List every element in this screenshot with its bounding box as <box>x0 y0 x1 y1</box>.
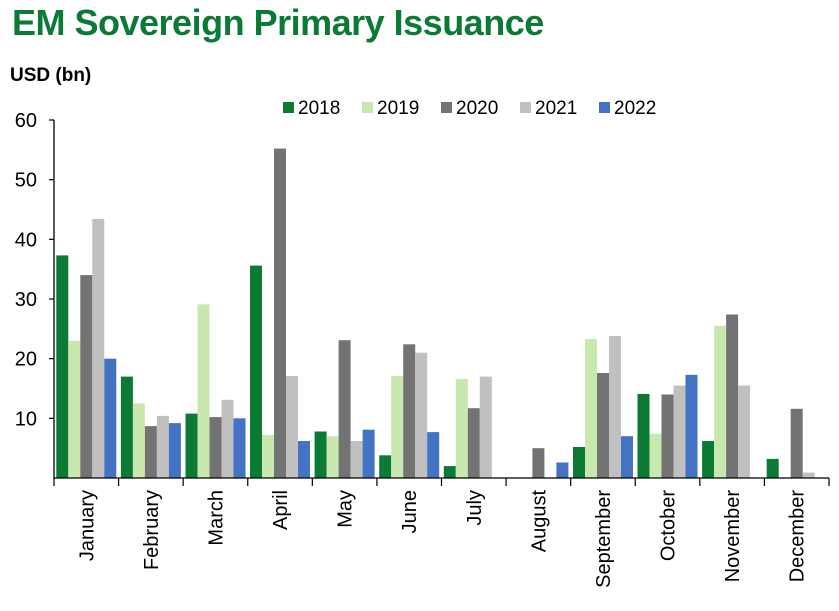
bar-2020-september <box>597 373 609 478</box>
legend: 2018 2019 2020 2021 2022 <box>283 98 656 119</box>
bar-2020-june <box>403 344 416 478</box>
bar-2018-march <box>185 413 198 478</box>
bar-2021-january <box>92 219 105 478</box>
x-tick-label-september: September <box>593 490 615 588</box>
legend-swatch-2022 <box>599 102 610 113</box>
bar-2019-april <box>262 435 274 478</box>
x-tick-label-february: February <box>141 490 163 570</box>
bar-2022-march <box>233 418 246 478</box>
y-tick-label: 60 <box>15 110 37 132</box>
bar-2019-january <box>68 340 81 478</box>
bar-2021-february <box>156 415 169 478</box>
bar-2019-march <box>197 304 210 478</box>
y-tick-label: 50 <box>15 170 37 192</box>
x-tick-label-november: November <box>722 490 744 583</box>
bar-2019-september <box>585 339 597 478</box>
bar-2021-november <box>738 385 751 478</box>
legend-swatch-2020 <box>441 102 452 113</box>
bar-2018-october <box>637 393 650 478</box>
x-tick-label-january: January <box>76 490 98 561</box>
bar-2022-february <box>168 423 181 478</box>
bar-2018-june <box>379 455 392 478</box>
y-tick-label: 40 <box>15 229 37 251</box>
legend-label-2018: 2018 <box>298 98 340 119</box>
bar-2020-october <box>661 394 674 478</box>
legend-label-2020: 2020 <box>456 98 498 119</box>
bar-2020-july <box>467 408 480 478</box>
bar-2021-september <box>609 336 621 478</box>
bar-2018-november <box>702 441 715 478</box>
bar-2021-march <box>221 399 234 478</box>
x-tick-label-july: July <box>464 490 486 526</box>
bar-2019-february <box>132 403 145 478</box>
y-tick-label: 30 <box>15 289 37 311</box>
bar-2021-june <box>415 352 428 478</box>
bar-2020-may <box>338 340 351 478</box>
y-axis-unit-label: USD (bn) <box>10 65 92 86</box>
x-tick-label-june: June <box>399 490 421 533</box>
x-tick-label-march: March <box>205 490 227 546</box>
legend-swatch-2021 <box>520 102 531 113</box>
y-tick-label: 10 <box>15 408 37 430</box>
bar-2020-march <box>209 417 222 478</box>
bar-2020-january <box>80 275 93 478</box>
x-tick-label-may: May <box>335 490 357 528</box>
legend-swatch-2019 <box>362 102 373 113</box>
legend-label-2019: 2019 <box>377 98 419 119</box>
chart-title: EM Sovereign Primary Issuance <box>12 2 544 43</box>
bar-2022-january <box>104 358 117 478</box>
bar-2020-december <box>790 408 803 478</box>
bar-2018-january <box>56 255 69 478</box>
bars <box>56 148 815 478</box>
bar-2019-july <box>455 379 468 478</box>
bar-2022-september <box>621 436 633 478</box>
bar-2018-may <box>314 431 327 478</box>
x-tick-label-april: April <box>270 490 292 530</box>
bar-2018-april <box>250 265 262 478</box>
x-tick-label-october: October <box>658 490 680 561</box>
bar-2020-april <box>274 148 286 478</box>
bar-2019-november <box>714 325 727 478</box>
bar-2019-october <box>649 433 662 478</box>
bar-2020-november <box>726 314 739 478</box>
bar-2021-april <box>286 376 298 478</box>
x-tick-label-august: August <box>528 490 550 553</box>
bar-2018-september <box>573 447 585 478</box>
x-tick-label-december: December <box>787 490 809 583</box>
bar-2022-august <box>556 462 569 478</box>
y-axis-ticks: 10 20 30 40 50 60 <box>15 110 54 430</box>
bar-2022-june <box>427 432 440 478</box>
bar-2018-december <box>766 458 779 478</box>
legend-swatch-2018 <box>283 102 294 113</box>
y-tick-label: 20 <box>15 349 37 371</box>
bar-2021-october <box>673 385 686 478</box>
bar-2022-april <box>298 441 310 478</box>
legend-label-2021: 2021 <box>535 98 577 119</box>
bar-2021-may <box>350 441 363 478</box>
bar-2020-august <box>532 448 545 478</box>
bar-2019-may <box>326 436 339 478</box>
bar-2021-december <box>802 472 815 478</box>
bar-2022-october <box>685 374 698 478</box>
bar-2020-february <box>144 426 157 478</box>
x-axis-ticks: January February March April May June July Augu… <box>53 478 830 588</box>
bar-2018-february <box>120 376 133 478</box>
bar-2021-july <box>479 376 492 478</box>
bar-2022-may <box>362 429 375 478</box>
legend-label-2022: 2022 <box>614 98 656 119</box>
bar-2019-june <box>391 376 404 478</box>
bar-2018-july <box>443 466 456 478</box>
